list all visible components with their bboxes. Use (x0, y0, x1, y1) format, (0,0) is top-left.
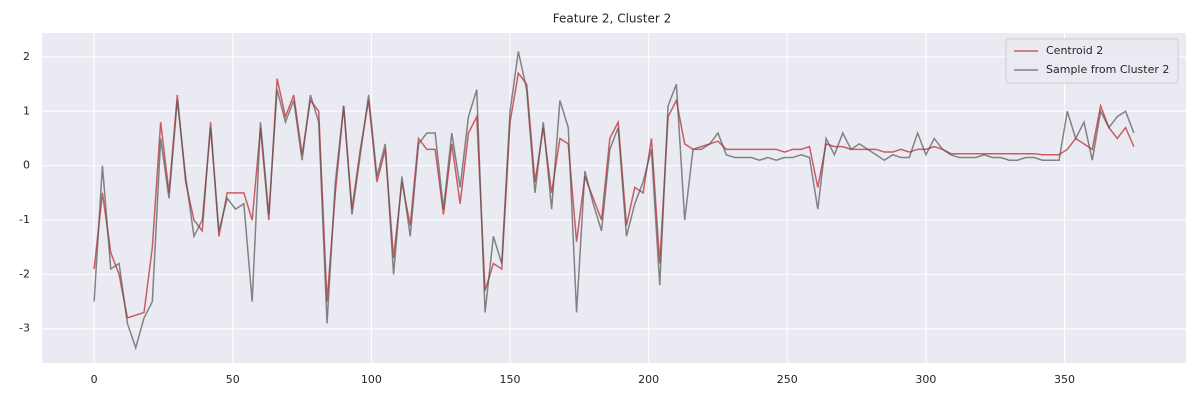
x-tick-label: 250 (777, 373, 798, 386)
chart-title: Feature 2, Cluster 2 (553, 12, 671, 26)
line-series (93, 51, 1135, 351)
x-tick-label: 150 (500, 373, 521, 386)
x-tick-label: 300 (915, 373, 936, 386)
legend-label: Sample from Cluster 2 (1046, 63, 1169, 76)
legend-box (1005, 38, 1179, 84)
legend: Centroid 2 Sample from Cluster 2 (1005, 38, 1179, 84)
x-tick-label: 0 (91, 373, 98, 386)
x-tick-label: 350 (1054, 373, 1075, 386)
legend-label: Centroid 2 (1046, 44, 1103, 57)
y-tick-label: 1 (23, 104, 30, 117)
x-tick-label: 100 (361, 373, 382, 386)
y-tick-label: -3 (19, 322, 30, 335)
y-tick-label: -2 (19, 267, 30, 280)
y-tick-label: 0 (23, 159, 30, 172)
x-tick-label: 200 (638, 373, 659, 386)
y-tick-label: -1 (19, 213, 30, 226)
x-tick-label: 50 (226, 373, 240, 386)
y-tick-label: 2 (23, 50, 30, 63)
